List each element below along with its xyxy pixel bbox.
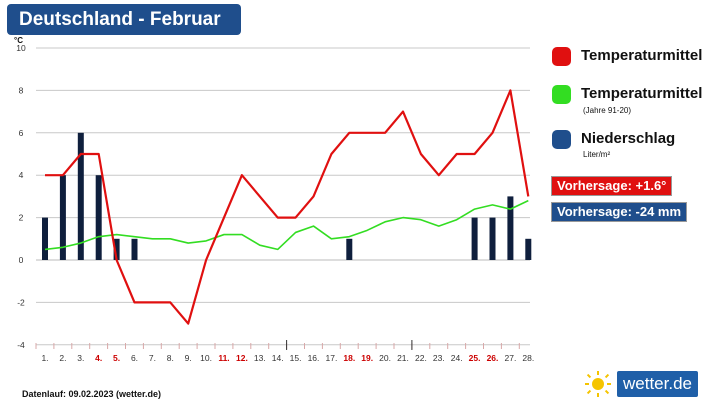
precip-bar [42,217,48,260]
x-tick-label: 24. [451,353,463,363]
y-tick-label: 6 [19,128,24,138]
x-tick-label: 7. [149,353,156,363]
y-tick-label: 10 [16,43,26,53]
legend-precip-label: Niederschlag [581,130,676,147]
wetter-logo: wetter.de [583,371,701,397]
y-tick-label: 4 [19,170,24,180]
y-tick-label: 0 [19,255,24,265]
x-tick-label: 22. [415,353,427,363]
x-tick-label: 14. [272,353,284,363]
y-axis-label: °C [14,36,23,45]
x-tick-label: 27. [504,353,516,363]
forecast-temp-badge: Vorhersage: +1.6° [550,176,673,196]
x-tick-label: 11. [218,353,229,363]
precip-bar [489,217,496,260]
x-tick-label: 6. [131,353,138,363]
legend-normal-label: Temperaturmittel [581,85,703,102]
y-tick-label: -4 [17,340,25,350]
x-tick-label: 20. [379,353,391,363]
x-tick-label: 8. [167,353,174,363]
precip-bar [131,238,138,260]
y-tick-label: 8 [19,85,24,95]
x-tick-label: 19. [361,353,373,363]
x-tick-label: 26. [487,353,499,363]
legend-normal-sub: (Jahre 91-20) [583,106,632,115]
wetter-logo-text: wetter.de [617,371,698,397]
x-tick-label: 9. [185,353,192,363]
x-tick-label: 18. [343,353,355,363]
y-tick-label: 2 [19,213,24,223]
sun-icon [585,371,611,397]
x-tick-label: 1. [41,353,48,363]
y-tick-label: -2 [17,297,25,307]
x-tick-label: 15. [290,353,302,363]
x-tick-label: 25. [469,353,481,363]
x-tick-label: 5. [113,353,120,363]
legend-temp-swatch [552,47,571,66]
x-tick-label: 21. [397,353,409,363]
normal-temperature-line [44,199,529,251]
x-tick-label: 16. [308,353,320,363]
x-tick-label: 10. [200,353,212,363]
forecast-precip-badge: Vorhersage: -24 mm [550,202,688,222]
chart-title: Deutschland - Februar [7,4,241,35]
legend-precip-unit: Liter/m² [583,150,611,159]
precip-bar [95,175,102,260]
x-tick-label: 23. [433,353,445,363]
x-tick-label: 2. [59,353,66,363]
legend-precip-swatch [552,130,571,149]
precip-bar [346,238,353,260]
precip-bar [525,238,532,260]
x-tick-label: 3. [77,353,84,363]
precip-bar [59,175,66,260]
x-tick-label: 28. [522,353,534,363]
precip-bar [77,132,84,260]
precip-bar [471,217,478,260]
precip-bar [507,196,514,260]
x-tick-label: 13. [254,353,266,363]
footer-note: Datenlauf: 09.02.2023 (wetter.de) [22,389,162,399]
precip-bar [113,238,120,260]
legend-normal-swatch [552,85,571,104]
x-tick-label: 4. [95,353,102,363]
x-tick-label: 12. [236,353,248,363]
temperature-line [45,89,530,325]
legend-temp-label: Temperaturmittel [581,47,703,64]
x-tick-label: 17. [325,353,337,363]
